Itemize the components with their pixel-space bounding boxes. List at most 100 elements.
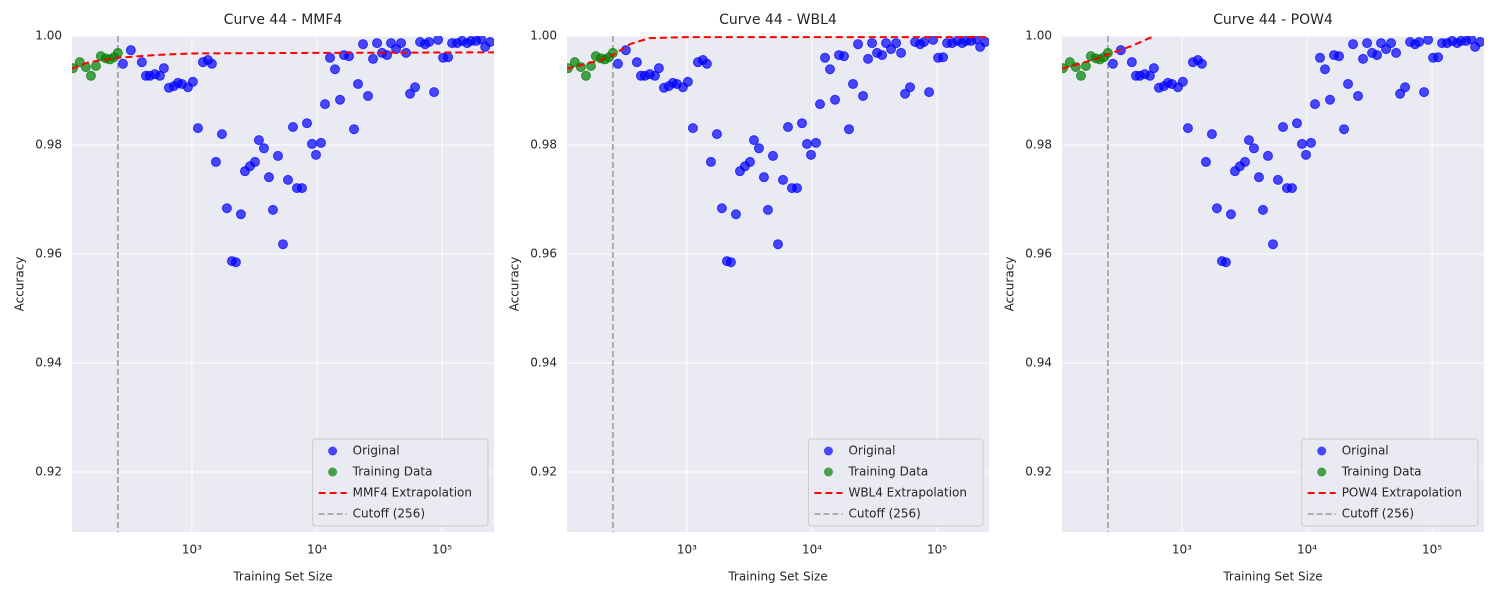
point <box>1272 174 1283 185</box>
point <box>221 203 232 214</box>
point <box>272 150 283 161</box>
point <box>900 88 911 99</box>
point <box>811 137 822 148</box>
point <box>767 150 778 161</box>
point <box>1414 36 1425 47</box>
x-axis-label: Training Set Size <box>1222 570 1322 584</box>
point <box>476 36 487 45</box>
point <box>924 87 935 98</box>
point <box>368 53 379 64</box>
point <box>1306 137 1317 148</box>
point <box>306 138 317 149</box>
legend-label: Original <box>848 444 895 458</box>
point <box>282 174 293 185</box>
y-tick-label: 0.92 <box>530 465 557 479</box>
point <box>1296 138 1307 149</box>
point <box>631 57 642 68</box>
point <box>320 99 331 110</box>
point <box>136 57 147 68</box>
legend: Original Training Data MMF4 Extrapolation C… <box>312 438 489 527</box>
point <box>1277 122 1288 133</box>
legend-label: Cutoff (256) <box>848 507 920 521</box>
point <box>1291 118 1302 129</box>
point <box>716 203 727 214</box>
extrapolation-line <box>1062 36 1155 70</box>
chart-title: Curve 44 - MMF4 <box>224 12 343 28</box>
point <box>310 149 321 160</box>
point <box>1433 52 1444 63</box>
y-tick-label: 0.92 <box>1025 465 1052 479</box>
legend-marker <box>328 467 338 477</box>
x-tick-label: 10⁵ <box>1422 543 1442 557</box>
point <box>1466 36 1477 45</box>
point <box>1267 239 1278 250</box>
point <box>90 60 101 71</box>
point <box>620 45 631 56</box>
legend: Original Training Data POW4 Extrapolation C… <box>1301 438 1479 527</box>
legend-marker <box>328 446 338 456</box>
legend-marker <box>823 467 833 477</box>
point <box>1391 47 1402 58</box>
point <box>344 51 355 62</box>
subplot: Curve 44 - MMF4 Training Set Size Accuracy… <box>13 12 494 584</box>
legend-label: Cutoff (256) <box>1342 507 1414 521</box>
point <box>1248 143 1259 154</box>
point <box>796 118 807 129</box>
point <box>335 94 346 105</box>
y-tick-label: 0.96 <box>530 247 557 261</box>
x-tick-label: 10⁵ <box>432 543 452 557</box>
legend-box <box>807 438 984 527</box>
point <box>1343 78 1354 89</box>
legend: Original Training Data WBL4 Extrapolation C… <box>807 438 984 527</box>
point <box>267 204 278 215</box>
point <box>301 118 312 129</box>
legend-label: Cutoff (256) <box>353 507 425 521</box>
point <box>753 143 764 154</box>
point <box>705 156 716 167</box>
legend-marker <box>1317 467 1327 477</box>
point <box>1339 124 1350 135</box>
x-tick-label: 10⁴ <box>1297 543 1317 557</box>
y-tick-label: 0.94 <box>530 356 557 370</box>
point <box>687 123 698 134</box>
point <box>1334 51 1345 62</box>
y-tick-label: 1.00 <box>530 29 557 43</box>
point <box>230 257 241 268</box>
point <box>117 58 128 69</box>
point <box>206 58 217 69</box>
point <box>1300 149 1311 160</box>
point <box>748 135 759 146</box>
point <box>258 143 269 154</box>
point <box>349 124 360 135</box>
point <box>424 36 435 47</box>
point <box>782 122 793 133</box>
point <box>396 38 407 49</box>
point <box>405 88 416 99</box>
point <box>1286 183 1297 194</box>
legend-box <box>312 438 489 527</box>
point <box>330 64 341 75</box>
point <box>919 36 930 47</box>
point <box>187 76 198 87</box>
point <box>580 70 591 81</box>
point <box>772 239 783 250</box>
point <box>1196 58 1207 69</box>
point <box>801 138 812 149</box>
point <box>1348 39 1359 50</box>
point <box>192 123 203 134</box>
y-tick-label: 0.96 <box>1025 247 1052 261</box>
point <box>653 63 664 74</box>
point <box>877 50 888 61</box>
legend-label: Training Data <box>352 465 433 479</box>
point <box>682 76 693 87</box>
x-tick-label: 10⁴ <box>307 543 327 557</box>
point <box>758 172 769 183</box>
legend-label: MMF4 Extrapolation <box>353 486 472 500</box>
point <box>820 52 831 63</box>
x-tick-label: 10³ <box>1172 543 1192 557</box>
point <box>938 52 949 63</box>
x-tick-label: 10⁴ <box>802 543 822 557</box>
point <box>867 38 878 49</box>
legend-label: WBL4 Extrapolation <box>848 486 967 500</box>
y-axis-label: Accuracy <box>508 257 522 312</box>
